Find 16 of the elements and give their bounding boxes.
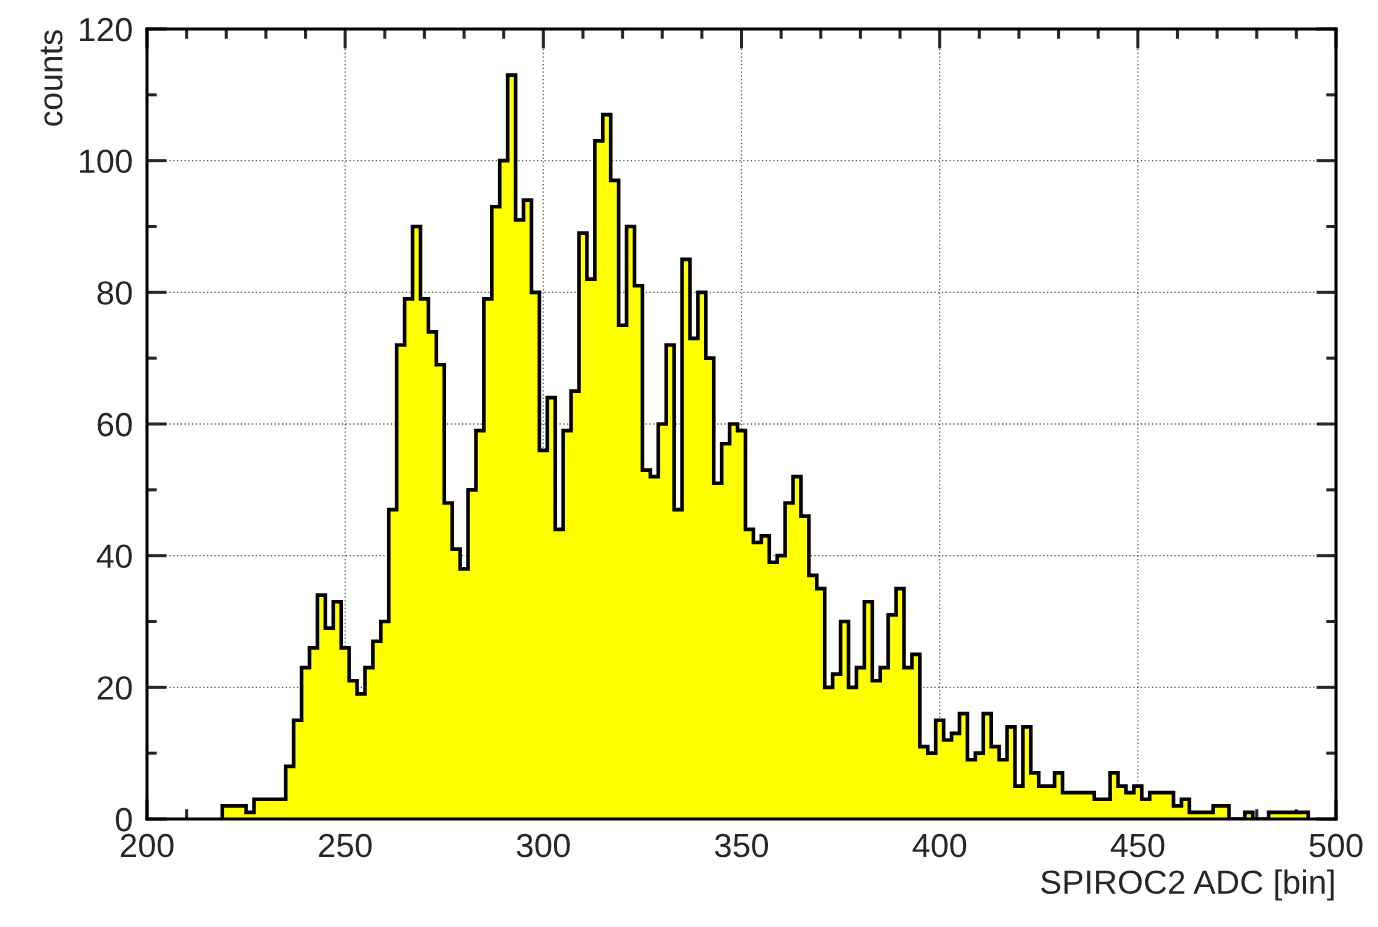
y-tick-label: 40 <box>96 544 132 569</box>
x-tick-label: 500 <box>1309 833 1363 858</box>
x-axis-title: SPIROC2 ADC [bin] <box>1041 869 1334 901</box>
x-tick-label: 250 <box>319 833 372 858</box>
x-tick-label: 400 <box>912 833 967 858</box>
y-tick-label: 20 <box>97 676 132 700</box>
y-axis-title: counts <box>40 30 63 126</box>
y-tick-label: 0 <box>115 807 132 832</box>
x-tick-label: 350 <box>714 833 769 858</box>
y-tick-label: 100 <box>80 149 132 174</box>
y-tick-label: 80 <box>97 281 132 305</box>
x-tick-label: 300 <box>516 833 570 858</box>
y-tick-label: 60 <box>97 412 132 437</box>
y-tick-label: 120 <box>80 17 132 42</box>
x-tick-label: 200 <box>120 833 174 858</box>
x-tick-label: 450 <box>1110 833 1165 858</box>
